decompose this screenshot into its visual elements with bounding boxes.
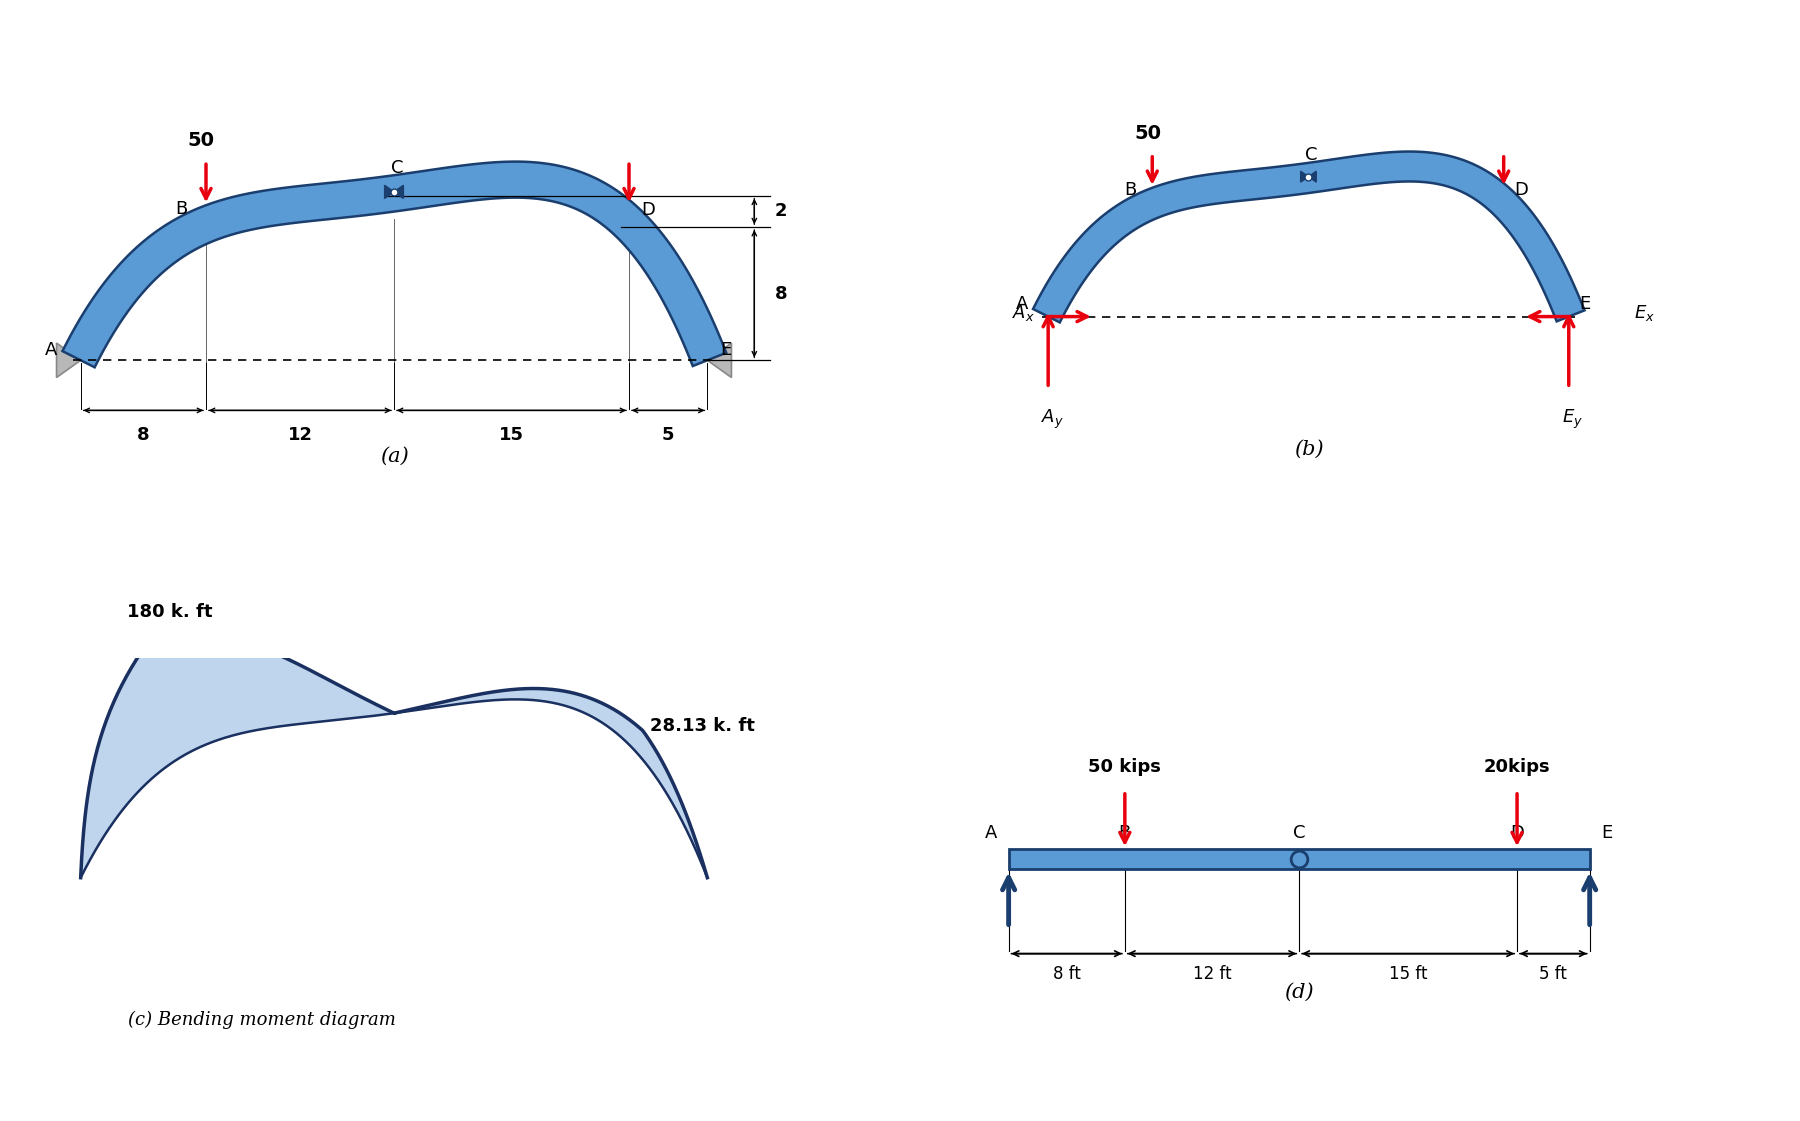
Polygon shape: [394, 185, 403, 198]
Text: (a): (a): [380, 446, 409, 465]
Polygon shape: [63, 161, 725, 368]
Text: 8: 8: [137, 426, 149, 444]
Text: A: A: [45, 341, 58, 359]
Text: 5 ft: 5 ft: [1539, 965, 1568, 983]
Text: 2: 2: [774, 203, 787, 221]
Polygon shape: [394, 688, 707, 878]
Text: D: D: [1514, 182, 1528, 200]
Text: 5: 5: [662, 426, 675, 444]
Text: D: D: [641, 202, 655, 220]
Bar: [1008, 849, 1589, 870]
Text: E: E: [1602, 824, 1613, 842]
Text: 50 kips: 50 kips: [1089, 759, 1161, 777]
Text: 50: 50: [1134, 124, 1161, 143]
Text: 8 ft: 8 ft: [1053, 965, 1080, 983]
Text: C: C: [1292, 824, 1305, 842]
Text: 15 ft: 15 ft: [1390, 965, 1427, 983]
Polygon shape: [81, 629, 394, 878]
Text: $E_x$: $E_x$: [1634, 303, 1654, 323]
Text: A: A: [1017, 295, 1028, 313]
Text: B: B: [1125, 182, 1136, 200]
Text: 180 k. ft: 180 k. ft: [128, 603, 212, 621]
Text: 50: 50: [187, 131, 214, 150]
Text: 8: 8: [774, 285, 787, 303]
Text: C: C: [1305, 147, 1318, 165]
Polygon shape: [1301, 172, 1309, 182]
Polygon shape: [385, 185, 394, 198]
Text: $A_x$: $A_x$: [1012, 303, 1035, 323]
Polygon shape: [707, 343, 731, 378]
Polygon shape: [1309, 172, 1316, 182]
Text: A: A: [985, 824, 997, 842]
Text: E: E: [1579, 295, 1591, 313]
Text: 15: 15: [499, 426, 524, 444]
Text: $E_y$: $E_y$: [1562, 408, 1584, 430]
Text: B: B: [175, 200, 187, 217]
Text: C: C: [391, 159, 403, 177]
Text: (d): (d): [1285, 983, 1314, 1002]
Text: 12 ft: 12 ft: [1193, 965, 1231, 983]
Text: 20kips: 20kips: [1483, 759, 1550, 777]
Text: D: D: [1510, 824, 1525, 842]
Text: B: B: [1120, 824, 1130, 842]
Text: 12: 12: [288, 426, 313, 444]
Polygon shape: [1033, 151, 1584, 323]
Text: (b): (b): [1294, 441, 1323, 460]
Text: E: E: [720, 341, 731, 359]
Text: 28.13 k. ft: 28.13 k. ft: [650, 716, 756, 734]
Text: $A_y$: $A_y$: [1040, 408, 1064, 430]
Polygon shape: [56, 343, 81, 378]
Text: (c) Bending moment diagram: (c) Bending moment diagram: [128, 1011, 396, 1029]
